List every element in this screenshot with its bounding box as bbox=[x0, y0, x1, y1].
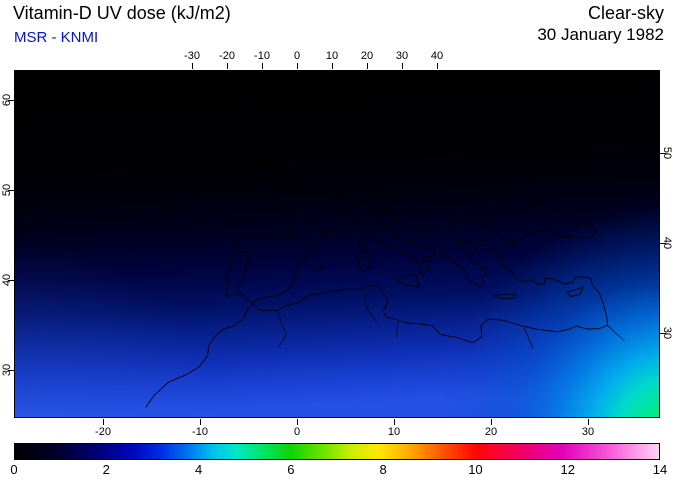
coastline-atlantic-europe bbox=[224, 71, 415, 304]
map-frame bbox=[14, 70, 660, 418]
axis-tick bbox=[332, 63, 333, 69]
border-spain-france bbox=[286, 235, 320, 244]
axis-tick bbox=[103, 419, 104, 425]
coastline-corsica bbox=[357, 233, 366, 249]
border-alps-north bbox=[338, 190, 377, 198]
axis-tick bbox=[262, 63, 263, 69]
x-axis-bottom-label: 20 bbox=[484, 426, 498, 438]
coastline-africa-levant-blacksea-south bbox=[145, 228, 609, 408]
colorbar-tick-label: 0 bbox=[10, 462, 18, 477]
coastline-crete bbox=[492, 293, 518, 300]
map-plot bbox=[15, 71, 659, 417]
x-axis-top-label: 0 bbox=[293, 50, 301, 62]
border-italy-north bbox=[342, 197, 399, 210]
border-egypt-israel bbox=[607, 325, 625, 342]
axis-tick bbox=[8, 280, 14, 281]
axis-tick bbox=[437, 63, 438, 69]
coastline-mediterranean-north bbox=[252, 207, 496, 304]
axis-tick bbox=[297, 63, 298, 69]
border-balkan-north bbox=[445, 236, 500, 244]
y-axis-right-label: 30 bbox=[661, 326, 673, 340]
sky-condition-label: Clear-sky bbox=[587, 3, 664, 23]
x-axis-top-label: 20 bbox=[360, 50, 374, 62]
border-france-east bbox=[311, 164, 349, 229]
coastline-ireland bbox=[242, 131, 270, 168]
border-tunisia-libya bbox=[396, 321, 399, 337]
x-axis-top-label: -10 bbox=[254, 50, 270, 62]
border-morocco-algeria bbox=[276, 310, 287, 348]
axis-tick bbox=[8, 190, 14, 191]
coastline-mallorca bbox=[314, 264, 324, 270]
border-netherlands-germany bbox=[328, 142, 334, 168]
date-label: 30 January 1982 bbox=[537, 25, 664, 44]
axis-tick bbox=[491, 419, 492, 425]
x-axis-bottom-label: 30 bbox=[581, 426, 595, 438]
colorbar-tick-label: 4 bbox=[194, 462, 203, 477]
colorbar-tick-label: 2 bbox=[102, 462, 110, 477]
axis-tick bbox=[402, 63, 403, 69]
country-borders bbox=[233, 133, 625, 349]
border-germany-poland bbox=[367, 133, 382, 166]
data-source-label: MSR - KNMI bbox=[14, 29, 99, 46]
colorbar-tick-label: 8 bbox=[379, 462, 387, 477]
axis-tick bbox=[394, 419, 395, 425]
axis-tick bbox=[660, 243, 666, 244]
x-axis-top-label: 40 bbox=[430, 50, 444, 62]
x-axis-bottom-label: -10 bbox=[192, 426, 208, 438]
y-axis-left-label: 50 bbox=[1, 183, 13, 197]
uv-field-southeast-maximum bbox=[15, 71, 659, 417]
coastline-blacksea-north bbox=[489, 189, 599, 242]
axis-tick bbox=[192, 63, 193, 69]
axis-tick bbox=[8, 370, 14, 371]
x-axis-top-label: 10 bbox=[325, 50, 339, 62]
x-axis-top-label: -30 bbox=[184, 50, 200, 62]
axis-tick bbox=[8, 100, 14, 101]
axis-tick bbox=[297, 419, 298, 425]
coastline-britain bbox=[264, 100, 307, 180]
border-serbia-bulgaria bbox=[447, 216, 464, 243]
axis-tick bbox=[227, 63, 228, 69]
axis-tick bbox=[588, 419, 589, 425]
y-axis-left-label: 60 bbox=[1, 93, 13, 107]
x-axis-bottom-label: -20 bbox=[95, 426, 111, 438]
plot-title: Vitamin-D UV dose (kJ/m2) bbox=[13, 3, 231, 23]
border-algeria-tunisia bbox=[363, 292, 377, 323]
border-portugal-spain bbox=[233, 251, 250, 295]
axis-tick bbox=[660, 153, 666, 154]
x-axis-top-label: 30 bbox=[395, 50, 409, 62]
coastline-sicily bbox=[394, 273, 420, 288]
x-axis-top-label: -20 bbox=[219, 50, 235, 62]
coastline-scandinavia bbox=[317, 73, 372, 122]
x-axis-bottom-label: 10 bbox=[387, 426, 401, 438]
axis-tick bbox=[200, 419, 201, 425]
border-hungary-south bbox=[397, 195, 432, 205]
coastline-sardinia bbox=[356, 249, 372, 272]
y-axis-right-label: 40 bbox=[661, 236, 673, 250]
y-axis-left-label: 30 bbox=[1, 363, 13, 377]
colorbar-tick-label: 12 bbox=[560, 462, 575, 477]
coastline-cyprus bbox=[566, 286, 584, 298]
axis-tick bbox=[367, 63, 368, 69]
y-axis-left-label: 40 bbox=[1, 273, 13, 287]
border-libya-egypt bbox=[523, 327, 534, 349]
border-czechia bbox=[364, 159, 398, 181]
colorbar-tick-label: 6 bbox=[287, 462, 295, 477]
axis-tick bbox=[660, 333, 666, 334]
border-romania-bulgaria bbox=[448, 212, 492, 221]
y-axis-right-label: 50 bbox=[661, 146, 673, 160]
coastlines bbox=[145, 71, 609, 408]
colorbar-tick-label: 14 bbox=[652, 462, 668, 477]
colorbar-tick-label: 10 bbox=[468, 462, 483, 477]
colorbar bbox=[14, 443, 660, 460]
x-axis-bottom-label: 0 bbox=[293, 426, 301, 438]
